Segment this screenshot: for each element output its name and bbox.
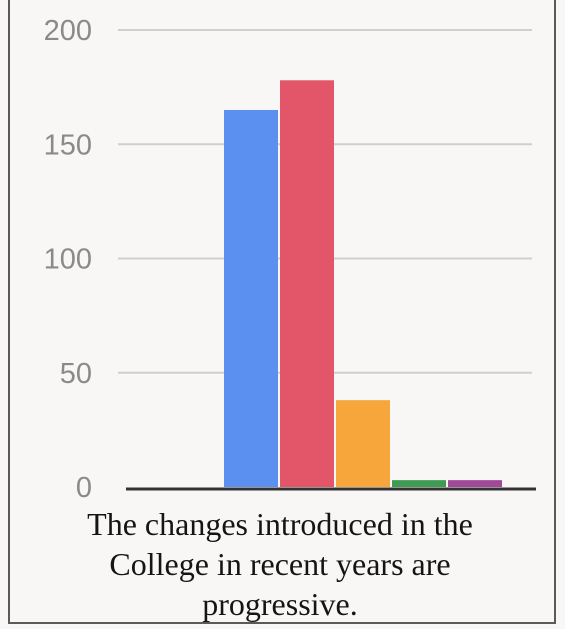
y-tick-label: 150 bbox=[44, 129, 92, 161]
x-axis-label: The changes introduced in the College in… bbox=[87, 506, 473, 622]
bar bbox=[224, 109, 278, 487]
bar-chart: 200 150 100 50 0 bbox=[44, 15, 536, 500]
y-tick-label: 200 bbox=[44, 15, 92, 47]
bar bbox=[336, 400, 390, 487]
y-tick-label: 50 bbox=[60, 358, 92, 390]
bar bbox=[280, 80, 334, 488]
y-tick-label: 100 bbox=[44, 244, 92, 276]
bars bbox=[224, 80, 502, 488]
y-tick-label: 0 bbox=[76, 472, 92, 500]
y-axis-ticks: 200 150 100 50 0 bbox=[44, 15, 92, 500]
bar bbox=[392, 480, 446, 487]
bar bbox=[448, 480, 502, 487]
chart-frame bbox=[8, 0, 556, 624]
